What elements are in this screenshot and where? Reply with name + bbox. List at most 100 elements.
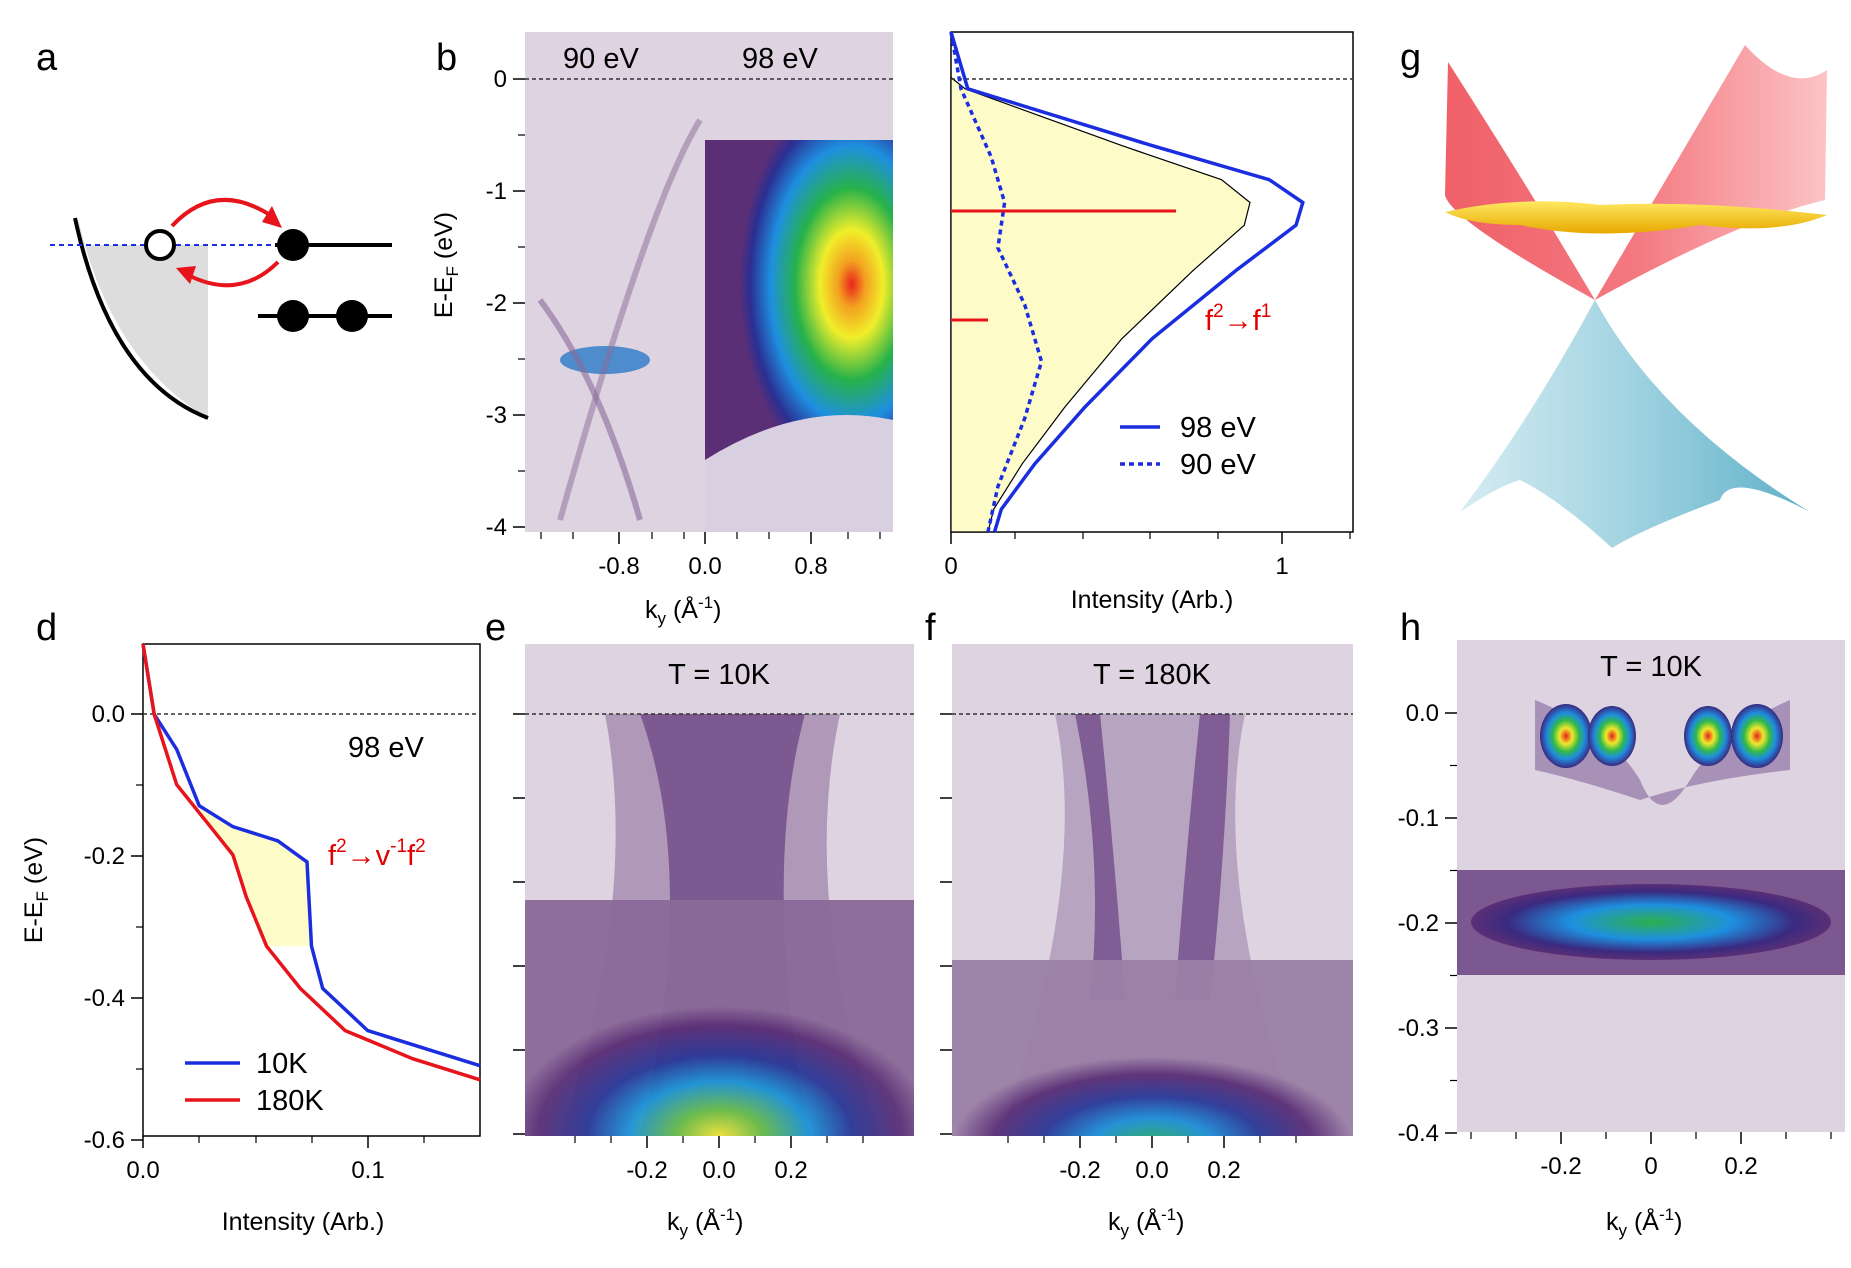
arpes-band (557, 118, 703, 521)
y-axis-ticks: 0.0 -0.1 -0.2 -0.3 -0.4 (1398, 700, 1457, 1147)
x-axis-label: ky (Å-1) (667, 1205, 743, 1240)
x-tick-label: -0.2 (626, 1157, 667, 1184)
x-tick-label: 0.0 (702, 1157, 735, 1184)
arpes-branch-left (1075, 714, 1125, 1000)
x-tick-label: -0.8 (598, 553, 639, 580)
x-tick-label: 0.0 (688, 553, 721, 580)
filled-band (78, 218, 208, 418)
y-tick-label: -0.2 (84, 843, 125, 870)
transfer-arrow-bottom (189, 260, 280, 288)
x-axis-ticks: -0.2 0.0 0.2 (574, 1136, 864, 1184)
temperature-header: T = 10K (1600, 651, 1702, 683)
panel-h: h T = 10K 0.0 -0.1 -0.2 -0.3 -0.4 -0.2 0 0.2 k… (1398, 607, 1845, 1240)
y-tick-label: -0.1 (1398, 805, 1439, 832)
y-tick-label: -1 (486, 178, 507, 205)
x-tick-label: 0.0 (1135, 1157, 1168, 1184)
y-axis-label: E-EF (eV) (430, 212, 462, 318)
y-tick-label: -0.6 (84, 1127, 125, 1154)
y-tick-label: -0.4 (1398, 1120, 1439, 1147)
arpes-band-shadow (1535, 700, 1790, 805)
x-tick-label: 0 (944, 553, 957, 580)
x-tick-label: 1 (1275, 553, 1288, 580)
arpes-intensity-max (952, 960, 1353, 1136)
y-axis-ticks (513, 713, 525, 1135)
panel-g: g (1400, 37, 1827, 548)
dirac-spot (1540, 704, 1592, 768)
dirac-spot (1684, 706, 1732, 766)
x-axis-ticks: 0.0 0.1 (126, 1136, 425, 1184)
legend-label-90ev: 90 eV (1180, 449, 1256, 481)
panel-label-h: h (1400, 607, 1421, 649)
electron-dot (336, 300, 368, 332)
arpes-intensity-max (525, 900, 914, 1136)
panel-b: b 90 eV 98 eV 0 -1 -2 -3 -4 -0.8 0.0 0.8 E-EF … (430, 32, 893, 628)
series-10k-line (141, 643, 481, 1068)
panel-label-e: e (485, 607, 506, 649)
difference-fill (199, 805, 312, 947)
panel-c: c f2→f1 98 eV 90 eV 01 Intensity (Arb.) (944, 31, 1354, 614)
x-axis-label: ky (Å-1) (1606, 1205, 1682, 1240)
y-tick-label: -0.4 (84, 985, 125, 1012)
x-tick-label: 0.2 (774, 1157, 807, 1184)
y-axis-ticks (940, 713, 952, 1135)
temperature-header: T = 180K (1093, 659, 1212, 691)
y-tick-label: -2 (486, 290, 507, 317)
arpes-map-98ev-intensity (705, 140, 893, 460)
header-90ev: 90 eV (563, 43, 639, 75)
panel-d: d 98 eV f2→v-1f2 10K 180K 0.0 -0.2 -0.4 -0.… (20, 607, 481, 1236)
x-axis-label: ky (Å-1) (645, 593, 721, 628)
dirac-spot (1588, 706, 1636, 766)
transition-annotation: f2→v-1f2 (328, 836, 426, 872)
electron-dot (277, 229, 309, 261)
band-curve (73, 217, 209, 420)
legend-label-98ev: 98 eV (1180, 412, 1256, 444)
x-tick-label: 0.2 (1207, 1157, 1240, 1184)
x-axis-ticks: -0.8 0.0 0.8 (540, 532, 881, 580)
upper-dirac-cone (1445, 45, 1827, 300)
dirac-spot (1731, 704, 1783, 768)
arpes-branch-right (1175, 714, 1230, 1000)
y-tick-label: -4 (486, 514, 507, 541)
y-tick-label: -0.2 (1398, 910, 1439, 937)
transfer-arrow-top (170, 197, 272, 228)
hole-circle (144, 229, 176, 261)
y-axis-ticks: 0 -1 -2 -3 -4 (486, 66, 525, 541)
panel-e: e T = 10K -0.2 0.0 0.2 ky (Å-1) (485, 607, 914, 1240)
panel-label-d: d (36, 607, 57, 649)
x-tick-label: 0.2 (1724, 1153, 1757, 1180)
y-tick-label: -0.3 (1398, 1015, 1439, 1042)
panel-f: f T = 180K -0.2 0.0 0.2 ky (Å-1) (925, 607, 1353, 1240)
header-98ev: 98 eV (348, 732, 424, 764)
y-tick-label: 0 (494, 66, 507, 93)
transition-annotation: f2→f1 (1205, 301, 1271, 337)
flat-band-sheet (1445, 201, 1827, 234)
y-axis-label: E-EF (eV) (20, 837, 52, 943)
arrowhead (176, 266, 196, 284)
x-axis-label: Intensity (Arb.) (1071, 586, 1234, 614)
x-axis-ticks: -0.2 0 0.2 (1470, 1132, 1832, 1180)
panel-label-b: b (436, 37, 457, 79)
x-axis-label: Intensity (Arb.) (222, 1208, 385, 1236)
temperature-header: T = 10K (668, 659, 770, 691)
panel-label-g: g (1400, 37, 1421, 79)
series-90ev-line (949, 31, 1044, 533)
plot-frame (142, 643, 481, 1137)
arrowhead (262, 206, 282, 228)
series-98ev-line (949, 31, 1305, 533)
panel-a: a (36, 37, 392, 420)
header-98ev: 98 eV (742, 43, 818, 75)
x-tick-label: -0.2 (1059, 1157, 1100, 1184)
x-tick-label: 0.8 (794, 553, 827, 580)
lower-dirac-cone (1460, 300, 1810, 548)
x-tick-label: 0.0 (126, 1157, 159, 1184)
y-tick-label: 0.0 (92, 701, 125, 728)
x-axis-label: ky (Å-1) (1108, 1205, 1184, 1240)
series-180k-line (141, 643, 481, 1082)
legend-label-10k: 10K (256, 1048, 308, 1080)
panel-label-f: f (925, 607, 936, 649)
panel-label-a: a (36, 37, 58, 79)
y-tick-label: -3 (486, 402, 507, 429)
x-tick-label: 0 (1644, 1153, 1657, 1180)
electron-dot (277, 300, 309, 332)
